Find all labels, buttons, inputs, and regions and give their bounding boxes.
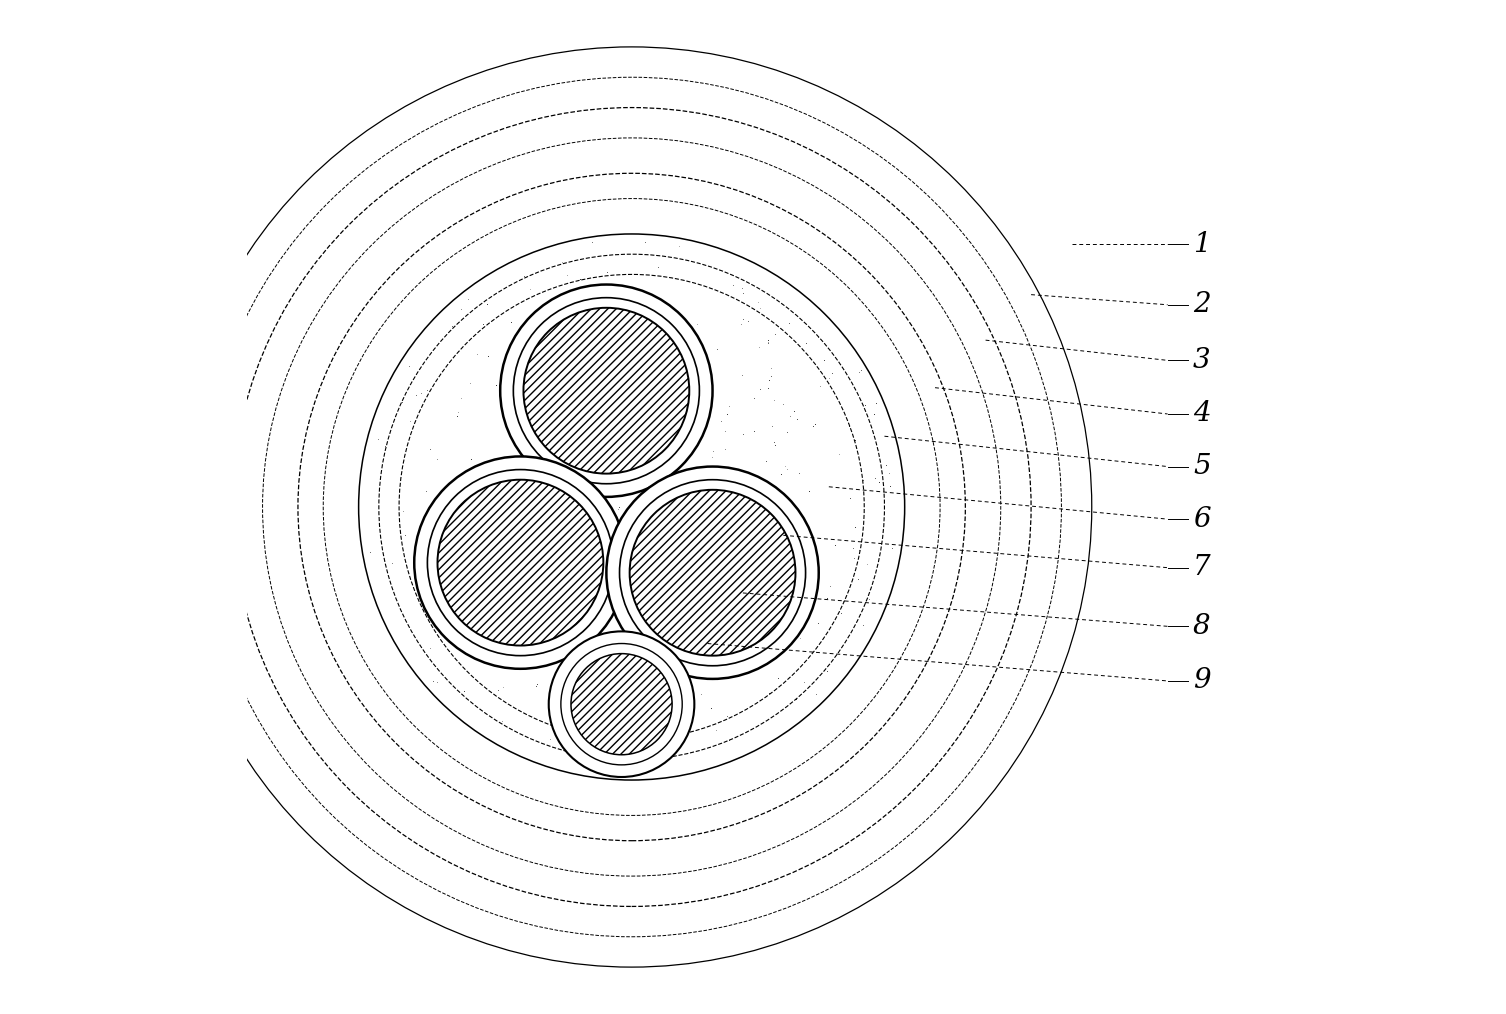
Circle shape (560, 644, 682, 765)
Circle shape (438, 480, 604, 646)
Circle shape (548, 632, 694, 777)
Text: 7: 7 (1193, 555, 1211, 581)
Circle shape (571, 654, 672, 754)
Circle shape (524, 308, 690, 474)
Text: 5: 5 (1193, 453, 1211, 480)
Circle shape (630, 490, 795, 656)
Circle shape (428, 469, 613, 656)
Circle shape (619, 480, 806, 666)
Circle shape (514, 298, 699, 484)
Text: 4: 4 (1193, 401, 1211, 428)
Text: 9: 9 (1193, 667, 1211, 695)
Text: 3: 3 (1193, 347, 1211, 374)
Circle shape (607, 466, 819, 679)
Text: 8: 8 (1193, 612, 1211, 640)
Circle shape (414, 456, 626, 669)
Text: 6: 6 (1193, 506, 1211, 532)
Text: 1: 1 (1193, 230, 1211, 258)
Circle shape (500, 285, 712, 497)
Text: 2: 2 (1193, 291, 1211, 318)
